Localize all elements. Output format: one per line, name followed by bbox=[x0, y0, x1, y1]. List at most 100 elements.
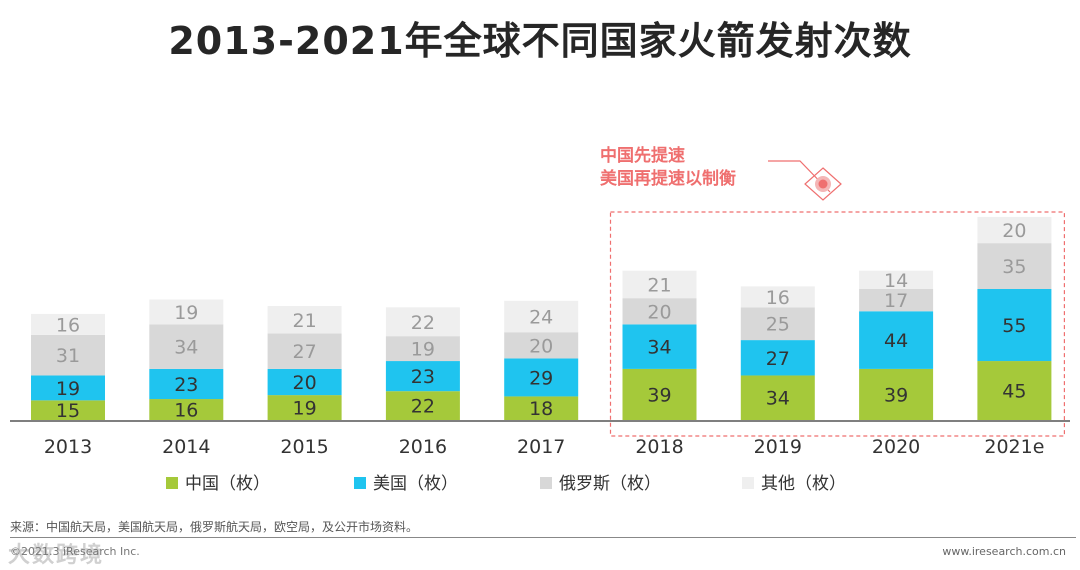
legend-label: 其他（枚） bbox=[761, 474, 846, 494]
bar-segment bbox=[622, 298, 697, 325]
footer-divider bbox=[10, 537, 1076, 538]
legend-label: 俄罗斯（枚） bbox=[559, 474, 661, 494]
data-label: 19 bbox=[293, 398, 317, 420]
bar-segment bbox=[977, 243, 1052, 289]
data-label: 29 bbox=[529, 367, 553, 389]
data-label: 22 bbox=[411, 312, 435, 334]
bar-segment bbox=[740, 307, 815, 341]
bar-segment bbox=[859, 311, 934, 369]
data-label: 19 bbox=[174, 302, 198, 324]
legend-swatch bbox=[742, 477, 754, 489]
bar-segment bbox=[385, 336, 460, 362]
x-tick-label: 2020 bbox=[872, 436, 920, 458]
data-label: 24 bbox=[529, 307, 553, 329]
data-label: 22 bbox=[411, 396, 435, 418]
data-label: 14 bbox=[884, 270, 908, 292]
x-tick-label: 2018 bbox=[635, 436, 683, 458]
bar-segment bbox=[977, 216, 1052, 244]
x-tick-label: 2016 bbox=[399, 436, 447, 458]
highlight-box bbox=[609, 211, 1065, 437]
legend-label: 中国（枚） bbox=[185, 474, 270, 494]
data-label: 16 bbox=[56, 314, 80, 336]
bar-segment bbox=[267, 395, 342, 420]
bar-segment bbox=[622, 324, 697, 369]
bar-segment bbox=[622, 368, 697, 420]
bar-segment bbox=[31, 334, 105, 376]
annotation-line2: 美国再提速以制衡 bbox=[600, 168, 736, 189]
data-label: 39 bbox=[647, 384, 671, 406]
data-label: 20 bbox=[1002, 220, 1026, 242]
bar-segment bbox=[504, 358, 579, 397]
data-label: 20 bbox=[647, 301, 671, 323]
bar-segment bbox=[504, 396, 579, 420]
bar-segment bbox=[859, 270, 934, 289]
bar-segment bbox=[31, 375, 105, 401]
data-label: 31 bbox=[56, 345, 80, 367]
data-label: 16 bbox=[174, 400, 198, 422]
data-label: 15 bbox=[56, 400, 80, 422]
data-label: 45 bbox=[1002, 381, 1026, 403]
bar-segment bbox=[859, 289, 934, 312]
data-label: 44 bbox=[884, 330, 908, 352]
data-label: 27 bbox=[766, 348, 790, 370]
data-label: 23 bbox=[411, 366, 435, 388]
data-label: 18 bbox=[529, 398, 553, 420]
bar-segment bbox=[740, 340, 815, 376]
legend-swatch bbox=[354, 477, 366, 489]
x-tick-label: 2013 bbox=[44, 436, 92, 458]
data-label: 27 bbox=[293, 341, 317, 363]
x-tick-label: 2017 bbox=[517, 436, 565, 458]
legend-label: 美国（枚） bbox=[373, 474, 458, 494]
data-label: 17 bbox=[884, 290, 908, 312]
copyright: ©2021.3 iResearch Inc. bbox=[10, 545, 140, 558]
data-label: 19 bbox=[56, 378, 80, 400]
target-icon-dot bbox=[818, 179, 828, 189]
data-label: 20 bbox=[293, 372, 317, 394]
bar-segment bbox=[622, 270, 697, 299]
bar-segment bbox=[977, 361, 1052, 420]
bar-segment bbox=[267, 333, 342, 369]
chart-title: 2013-2021年全球不同国家火箭发射次数 bbox=[168, 19, 912, 63]
data-label: 39 bbox=[884, 384, 908, 406]
stacked-bar-chart: 1519311620131623341920141920272120152223… bbox=[10, 145, 1070, 494]
data-label: 25 bbox=[766, 314, 790, 336]
source-note: 来源：中国航天局，美国航天局，俄罗斯航天局，欧空局，及公开市场资料。 bbox=[10, 520, 419, 534]
data-label: 21 bbox=[293, 310, 317, 332]
bar-segment bbox=[31, 400, 105, 420]
legend-swatch bbox=[166, 477, 178, 489]
target-icon-frame bbox=[804, 167, 842, 201]
bar-segment bbox=[740, 375, 815, 420]
bar-segment bbox=[504, 300, 579, 333]
x-tick-label: 2015 bbox=[280, 436, 328, 458]
bar-segment bbox=[385, 307, 460, 337]
data-label: 34 bbox=[647, 337, 671, 359]
website: www.iresearch.com.cn bbox=[942, 545, 1066, 558]
bar-segment bbox=[149, 399, 224, 420]
x-tick-label: 2019 bbox=[754, 436, 802, 458]
data-label: 16 bbox=[766, 287, 790, 309]
bar-segment bbox=[385, 361, 460, 392]
bar-segment bbox=[267, 306, 342, 334]
bar-segment bbox=[149, 299, 224, 325]
bar-segment bbox=[149, 324, 224, 369]
bar-segment bbox=[740, 286, 815, 308]
data-label: 21 bbox=[647, 274, 671, 296]
data-label: 34 bbox=[766, 388, 790, 410]
data-label: 34 bbox=[174, 337, 198, 359]
bar-segment bbox=[149, 368, 224, 400]
x-tick-label: 2014 bbox=[162, 436, 210, 458]
bar-segment bbox=[859, 368, 934, 420]
annotation-line1: 中国先提速 bbox=[600, 145, 685, 166]
data-label: 23 bbox=[174, 374, 198, 396]
x-tick-label: 2021e bbox=[984, 436, 1044, 458]
data-label: 20 bbox=[529, 335, 553, 357]
data-label: 19 bbox=[411, 339, 435, 361]
bar-segment bbox=[31, 313, 105, 335]
data-label: 55 bbox=[1002, 315, 1026, 337]
bar-segment bbox=[977, 289, 1052, 362]
bar-segment bbox=[267, 368, 342, 396]
legend-swatch bbox=[540, 477, 552, 489]
watermark: 大数跨境 bbox=[8, 543, 105, 568]
bar-segment bbox=[504, 332, 579, 359]
data-label: 35 bbox=[1002, 256, 1026, 278]
